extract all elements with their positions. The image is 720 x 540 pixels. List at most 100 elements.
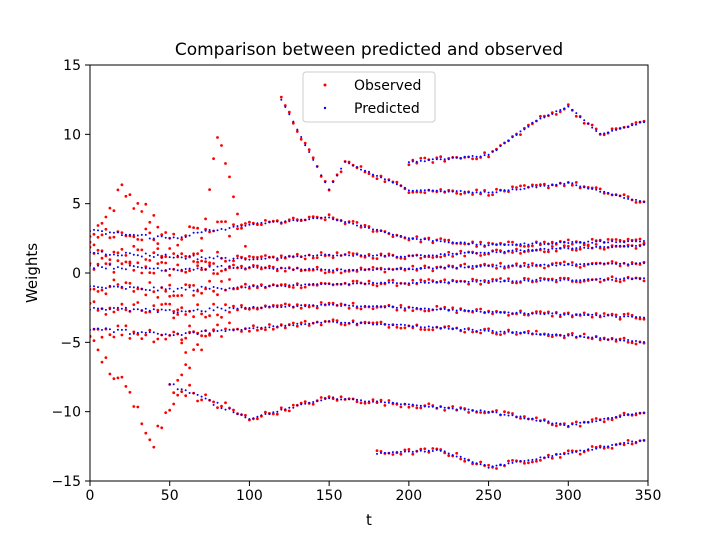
data-point [558,315,562,318]
data-point [100,221,104,225]
data-point [380,176,382,179]
data-point [140,337,144,340]
data-point [495,332,498,336]
data-point [403,402,406,405]
data-point [160,334,163,337]
data-point [184,310,187,313]
data-point [598,246,602,250]
data-point [260,285,263,287]
data-point [212,229,215,232]
data-point [220,329,223,332]
data-point [503,244,506,246]
data-point [340,219,343,222]
data-point [619,194,622,197]
data-point [551,333,554,336]
data-point [387,281,390,284]
data-point [196,308,199,311]
data-point [208,279,212,283]
data-point [204,329,207,332]
data-point [97,252,99,255]
data-point [156,311,159,314]
data-point [627,413,630,416]
data-point [156,289,159,292]
data-point [332,320,335,323]
data-point [100,335,104,339]
data-point [93,267,95,270]
data-point [352,254,355,257]
data-point [631,263,634,266]
data-point [638,237,642,241]
data-point [427,236,431,240]
data-point [343,222,347,226]
data-point [204,257,207,260]
data-point [148,289,151,292]
data-point [331,270,335,274]
data-point [415,189,418,192]
data-point [112,250,116,254]
data-point [140,422,144,426]
data-point [212,289,216,293]
data-point [387,232,390,235]
data-point [391,268,394,271]
data-point [391,451,394,454]
data-point [288,284,291,287]
data-point [220,269,223,273]
data-point [295,324,299,328]
data-point [610,275,614,279]
data-point [479,243,482,246]
data-point [228,306,231,309]
data-point [316,165,319,168]
data-point [136,301,140,304]
data-point [176,254,179,257]
data-point [355,279,359,283]
data-point [487,264,490,267]
data-point [623,277,626,280]
data-point [447,190,450,193]
data-point [570,332,574,335]
data-point [376,282,378,285]
data-point [331,318,335,322]
data-point [303,257,307,261]
data-point [332,396,335,399]
data-point [184,313,188,316]
data-point [264,257,267,260]
data-point [371,307,375,311]
data-point [283,283,287,286]
data-point [459,192,463,196]
data-point [96,309,100,312]
data-point [112,270,116,274]
data-point [427,254,430,257]
data-point [475,245,478,248]
data-point [307,305,311,309]
data-point [618,238,622,242]
data-point [475,330,478,333]
data-point [407,237,410,240]
data-point [112,267,115,270]
data-point [260,221,263,224]
y-tick-label: −10 [51,405,81,421]
data-point [467,191,470,194]
data-point [97,229,99,232]
data-point [439,190,442,193]
data-point [443,158,446,161]
data-point [300,284,303,287]
data-point [627,240,630,243]
data-point [156,296,160,299]
data-point [567,247,570,250]
data-point [495,266,498,270]
data-point [503,142,506,145]
data-point [375,321,379,324]
data-point [180,373,184,377]
data-point [156,332,159,335]
data-point [643,341,645,343]
data-point [156,308,160,312]
data-point [579,116,582,119]
data-point [252,417,255,420]
data-point [204,286,207,289]
data-point [136,266,139,268]
data-point [108,284,111,287]
data-point [475,252,478,255]
data-point [324,320,327,323]
data-point [383,401,386,404]
data-point [463,254,467,258]
